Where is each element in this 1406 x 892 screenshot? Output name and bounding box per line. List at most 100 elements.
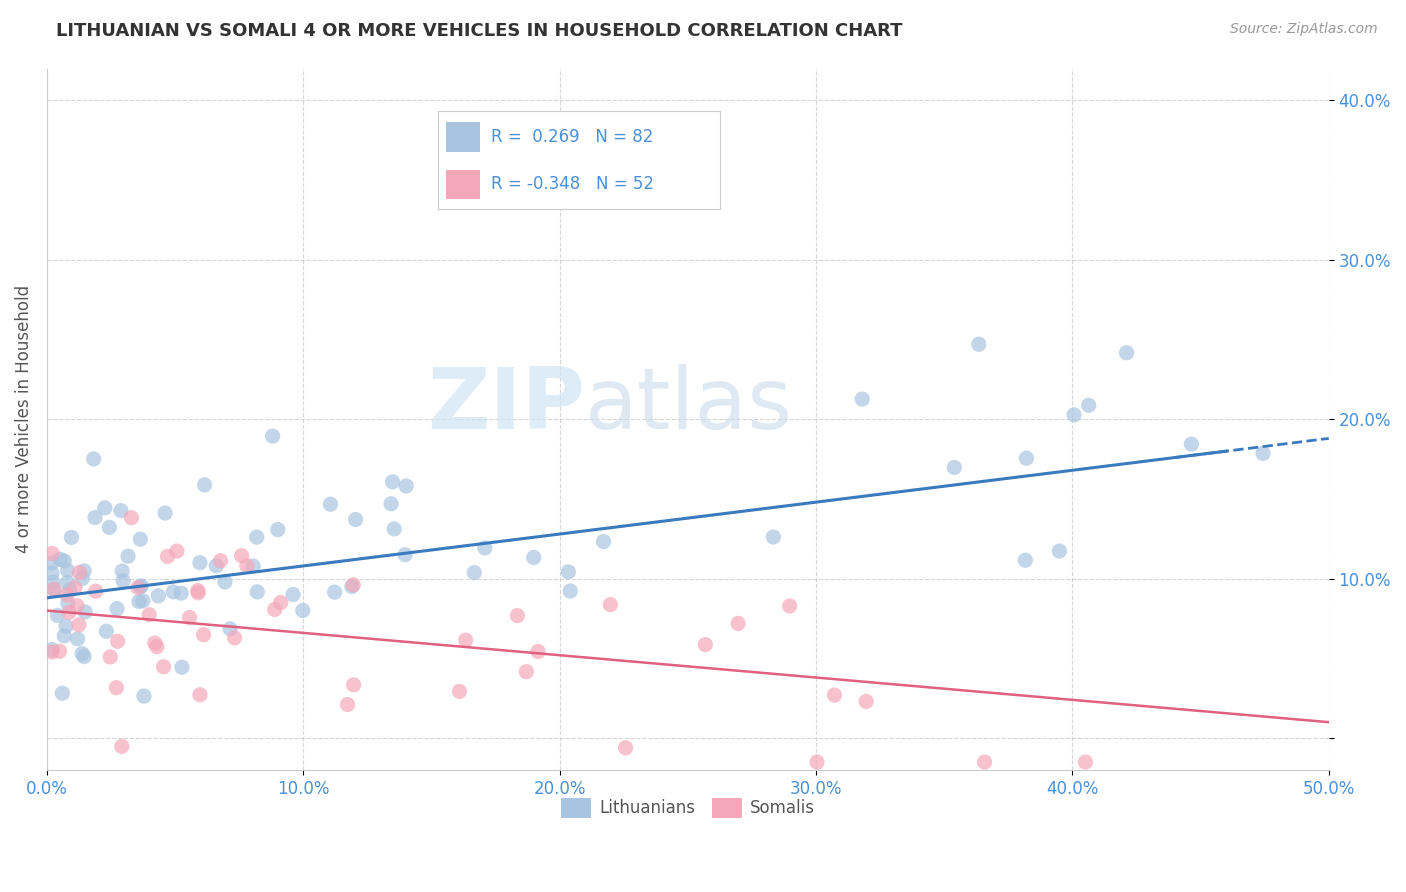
Point [105, 681, 128, 695]
Point [63, 581, 86, 595]
Text: atlas: atlas [585, 364, 793, 447]
Point [56, 588, 79, 602]
Point [187, 586, 209, 600]
Point [336, 698, 359, 712]
Point [128, 594, 150, 608]
Point [148, 589, 170, 603]
Point [381, 475, 404, 489]
Point [187, 583, 209, 598]
Point [224, 631, 246, 645]
Point [323, 585, 346, 599]
Point [291, 603, 314, 617]
Point [70, 647, 93, 661]
Point [515, 665, 537, 679]
Point [1251, 446, 1274, 460]
Point [236, 558, 259, 573]
Point [67, 617, 90, 632]
Point [1077, 398, 1099, 412]
Point [49, 552, 72, 566]
Point [340, 579, 363, 593]
Point [53, 629, 76, 643]
Point [380, 497, 402, 511]
Point [110, 503, 132, 517]
Point [72, 572, 94, 586]
Point [41, 566, 63, 580]
Point [281, 587, 304, 601]
Point [170, 660, 193, 674]
Point [762, 530, 785, 544]
Point [344, 512, 367, 526]
Point [454, 633, 477, 648]
Point [41, 546, 63, 560]
Point [69, 566, 91, 580]
Point [1014, 553, 1036, 567]
Point [395, 479, 418, 493]
Point [127, 581, 149, 595]
Point [1049, 544, 1071, 558]
Point [855, 694, 877, 708]
Point [152, 659, 174, 673]
Point [55, 619, 77, 633]
Point [51, 686, 73, 700]
Point [59, 582, 82, 597]
Point [319, 497, 342, 511]
Point [112, 574, 135, 588]
Point [382, 522, 405, 536]
Point [342, 578, 364, 592]
Point [806, 755, 828, 769]
Point [41, 645, 63, 659]
Point [129, 532, 152, 546]
Point [53, 554, 76, 568]
Point [973, 755, 995, 769]
Point [60, 530, 83, 544]
Point [943, 460, 966, 475]
Point [121, 510, 143, 524]
Point [779, 599, 801, 613]
Point [267, 523, 290, 537]
Point [138, 607, 160, 622]
Point [394, 548, 416, 562]
Point [246, 585, 269, 599]
Point [343, 678, 366, 692]
Text: ZIP: ZIP [427, 364, 585, 447]
Point [129, 580, 152, 594]
Point [170, 586, 193, 600]
Point [41, 556, 63, 570]
Legend: Lithuanians, Somalis: Lithuanians, Somalis [554, 791, 821, 825]
Point [66, 599, 89, 613]
Point [194, 478, 217, 492]
Point [474, 541, 496, 555]
Text: LITHUANIAN VS SOMALI 4 OR MORE VEHICLES IN HOUSEHOLD CORRELATION CHART: LITHUANIAN VS SOMALI 4 OR MORE VEHICLES … [56, 22, 903, 40]
Point [117, 549, 139, 564]
Point [132, 594, 155, 608]
Point [263, 602, 285, 616]
Point [162, 585, 184, 599]
Point [851, 392, 873, 406]
Point [111, 739, 134, 754]
Point [695, 638, 717, 652]
Point [246, 530, 269, 544]
Point [219, 622, 242, 636]
Point [73, 564, 96, 578]
Point [66, 632, 89, 646]
Point [824, 688, 846, 702]
Point [56, 575, 79, 590]
Point [599, 598, 621, 612]
Point [231, 549, 253, 563]
Point [98, 520, 121, 534]
Point [143, 636, 166, 650]
Point [111, 564, 134, 578]
Point [56, 563, 79, 577]
Point [41, 642, 63, 657]
Point [463, 566, 485, 580]
Point [48, 644, 70, 658]
Point [96, 624, 118, 639]
Point [46, 608, 69, 623]
Point [132, 689, 155, 703]
Point [506, 608, 529, 623]
Point [83, 451, 105, 466]
Point [94, 500, 117, 515]
Point [73, 649, 96, 664]
Point [1180, 437, 1202, 451]
Point [84, 510, 107, 524]
